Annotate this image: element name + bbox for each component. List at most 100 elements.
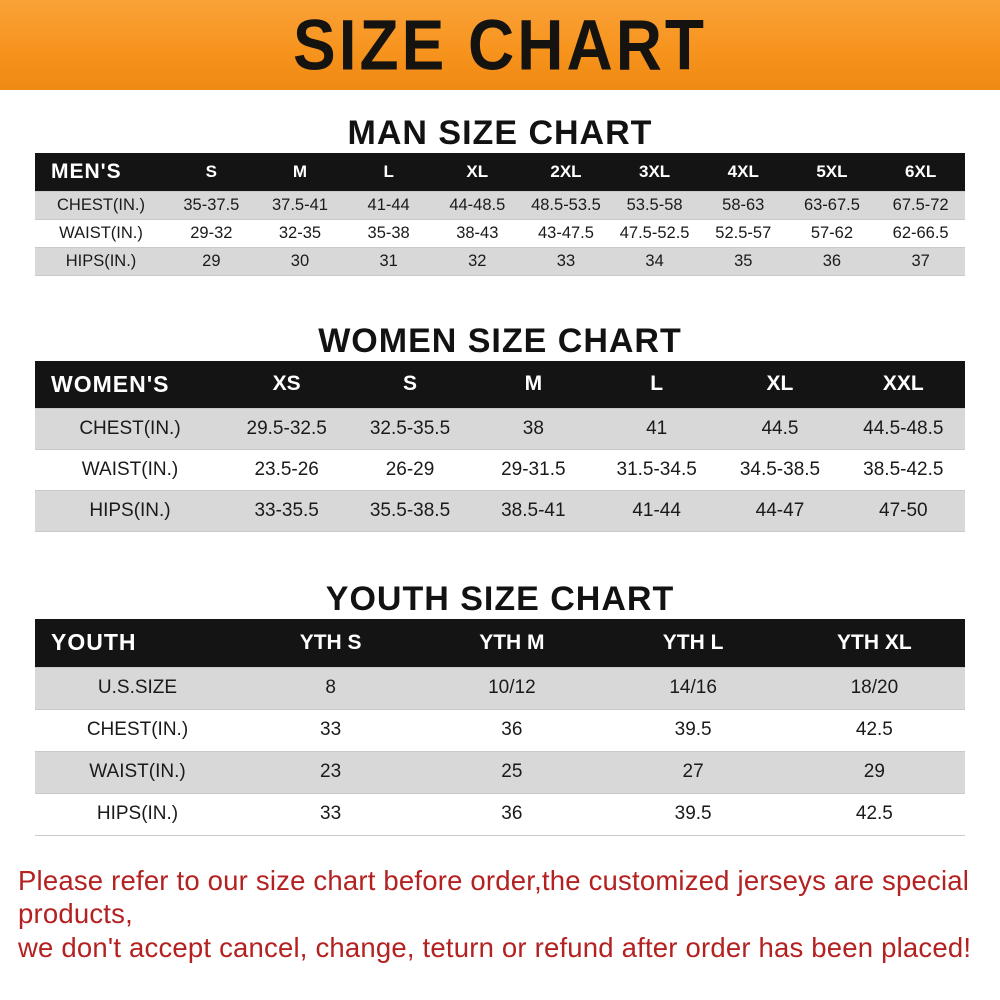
- measure-value-cell: 35.5-38.5: [348, 490, 472, 532]
- measure-value-cell: 29.5-32.5: [225, 408, 349, 450]
- size-header-cell: XS: [225, 360, 349, 409]
- size-chart-banner: SIZE CHART: [0, 0, 1000, 90]
- measure-label-cell: WAIST(IN.): [35, 218, 167, 248]
- measure-label-cell: HIPS(IN.): [35, 246, 167, 276]
- size-header-cell: YTH L: [602, 619, 784, 667]
- measure-value-cell: 41: [594, 408, 719, 450]
- measure-value-cell: 44.5: [718, 408, 842, 450]
- measure-value-cell: 10/12: [421, 666, 603, 710]
- measure-value-cell: 48.5-53.5: [521, 190, 611, 220]
- table-row: HIPS(IN.) 29 30 31 32 33 34 35 36 37: [35, 246, 965, 276]
- measure-value-cell: 44.5-48.5: [841, 408, 965, 450]
- table-row: WAIST(IN.) 23.5-26 26-29 29-31.5 31.5-34.5 34…: [35, 449, 965, 491]
- measure-value-cell: 31: [344, 246, 433, 276]
- table-header-row: MEN'S S M L XL 2XL 3XL 4XL 5XL 6XL: [35, 153, 965, 191]
- size-header-cell: 5XL: [787, 153, 877, 191]
- measure-value-cell: 29: [783, 750, 965, 794]
- table-row: WAIST(IN.) 29-32 32-35 35-38 38-43 43-47.5 47.…: [35, 218, 965, 248]
- size-header-cell: YTH XL: [783, 619, 965, 667]
- measure-value-cell: 37.5-41: [255, 190, 345, 220]
- measure-value-cell: 36: [787, 246, 877, 276]
- measure-value-cell: 23.5-26: [225, 449, 349, 491]
- measure-value-cell: 32-35: [255, 218, 345, 248]
- measure-value-cell: 30: [255, 246, 345, 276]
- table-row: CHEST(IN.) 35-37.5 37.5-41 41-44 44-48.5 48.5…: [35, 190, 965, 220]
- measure-value-cell: 38-43: [432, 218, 522, 248]
- size-header-cell: XXL: [841, 360, 965, 409]
- measure-value-cell: 18/20: [783, 666, 965, 710]
- measure-value-cell: 33: [240, 708, 422, 752]
- size-header-cell: M: [471, 360, 595, 409]
- measure-value-cell: 29-32: [167, 218, 256, 248]
- table-row: HIPS(IN.) 33-35.5 35.5-38.5 38.5-41 41-44 44-…: [35, 490, 965, 532]
- measure-value-cell: 41-44: [344, 190, 433, 220]
- table-row: CHEST(IN.) 29.5-32.5 32.5-35.5 38 41 44.5 44.5…: [35, 408, 965, 450]
- measure-label-cell: CHEST(IN.): [35, 408, 225, 450]
- size-header-cell: 2XL: [521, 153, 611, 191]
- measure-value-cell: 47-50: [841, 490, 965, 532]
- size-header-cell: 3XL: [610, 153, 699, 191]
- measure-value-cell: 42.5: [783, 792, 965, 836]
- women-section-heading: WOMEN SIZE CHART: [318, 321, 682, 360]
- size-header-cell: M: [255, 153, 345, 191]
- size-header-cell: YTH M: [421, 619, 603, 667]
- table-row: WAIST(IN.) 23 25 27 29: [35, 750, 965, 794]
- measure-value-cell: 25: [421, 750, 603, 794]
- measure-value-cell: 35: [698, 246, 788, 276]
- measure-label-cell: WAIST(IN.): [35, 449, 225, 491]
- women-section: WOMEN SIZE CHART WOMEN'S XS S M L XL XXL CHEST(…: [0, 321, 1000, 532]
- measure-label-cell: HIPS(IN.): [35, 490, 225, 532]
- size-header-cell: S: [167, 153, 256, 191]
- youth-section: YOUTH SIZE CHART YOUTH YTH S YTH M YTH L YTH…: [0, 580, 1000, 836]
- measure-value-cell: 31.5-34.5: [594, 449, 719, 491]
- size-header-cell: XL: [432, 153, 522, 191]
- measure-value-cell: 23: [240, 750, 422, 794]
- measure-value-cell: 44-48.5: [432, 190, 522, 220]
- size-header-cell: L: [344, 153, 433, 191]
- measure-value-cell: 27: [602, 750, 784, 794]
- table-row: CHEST(IN.) 33 36 39.5 42.5: [35, 708, 965, 752]
- measure-value-cell: 53.5-58: [610, 190, 699, 220]
- measure-value-cell: 38: [471, 408, 595, 450]
- measure-value-cell: 35-38: [344, 218, 433, 248]
- measure-label-cell: HIPS(IN.): [35, 792, 240, 836]
- youth-section-heading: YOUTH SIZE CHART: [325, 580, 675, 618]
- table-title-cell: YOUTH: [35, 619, 240, 667]
- men-section-heading: MAN SIZE CHART: [347, 114, 653, 152]
- measure-value-cell: 39.5: [602, 708, 784, 752]
- size-header-cell: 4XL: [698, 153, 788, 191]
- table-header-row: WOMEN'S XS S M L XL XXL: [35, 360, 965, 409]
- table-header-row: YOUTH YTH S YTH M YTH L YTH XL: [35, 619, 965, 667]
- measure-value-cell: 26-29: [348, 449, 472, 491]
- women-size-table: WOMEN'S XS S M L XL XXL CHEST(IN.) 29.5-32.5 32.5…: [35, 360, 965, 532]
- measure-value-cell: 57-62: [787, 218, 877, 248]
- order-policy-note: Please refer to our size chart before or…: [18, 864, 993, 965]
- measure-value-cell: 34.5-38.5: [718, 449, 842, 491]
- measure-value-cell: 33: [240, 792, 422, 836]
- measure-value-cell: 43-47.5: [521, 218, 611, 248]
- measure-label-cell: U.S.SIZE: [35, 666, 240, 710]
- measure-value-cell: 33-35.5: [225, 490, 349, 532]
- table-row: U.S.SIZE 8 10/12 14/16 18/20: [35, 666, 965, 710]
- measure-value-cell: 42.5: [783, 708, 965, 752]
- measure-value-cell: 33: [521, 246, 611, 276]
- measure-value-cell: 36: [421, 792, 603, 836]
- measure-value-cell: 8: [240, 666, 422, 710]
- measure-value-cell: 62-66.5: [876, 218, 965, 248]
- measure-value-cell: 32.5-35.5: [348, 408, 472, 450]
- measure-value-cell: 38.5-41: [471, 490, 595, 532]
- measure-value-cell: 67.5-72: [876, 190, 965, 220]
- size-header-cell: 6XL: [876, 153, 965, 191]
- size-header-cell: XL: [718, 360, 842, 409]
- measure-value-cell: 39.5: [602, 792, 784, 836]
- measure-value-cell: 36: [421, 708, 603, 752]
- table-title-cell: WOMEN'S: [35, 360, 225, 409]
- page-title: SIZE CHART: [293, 4, 707, 86]
- measure-value-cell: 44-47: [718, 490, 842, 532]
- table-row: HIPS(IN.) 33 36 39.5 42.5: [35, 792, 965, 836]
- men-section: MAN SIZE CHART MEN'S S M L XL 2XL 3XL 4XL 5XL 6XL…: [0, 114, 1000, 276]
- measure-value-cell: 34: [610, 246, 699, 276]
- measure-value-cell: 14/16: [602, 666, 784, 710]
- measure-label-cell: CHEST(IN.): [35, 190, 167, 220]
- order-policy-line-2: we don't accept cancel, change, teturn o…: [18, 931, 972, 963]
